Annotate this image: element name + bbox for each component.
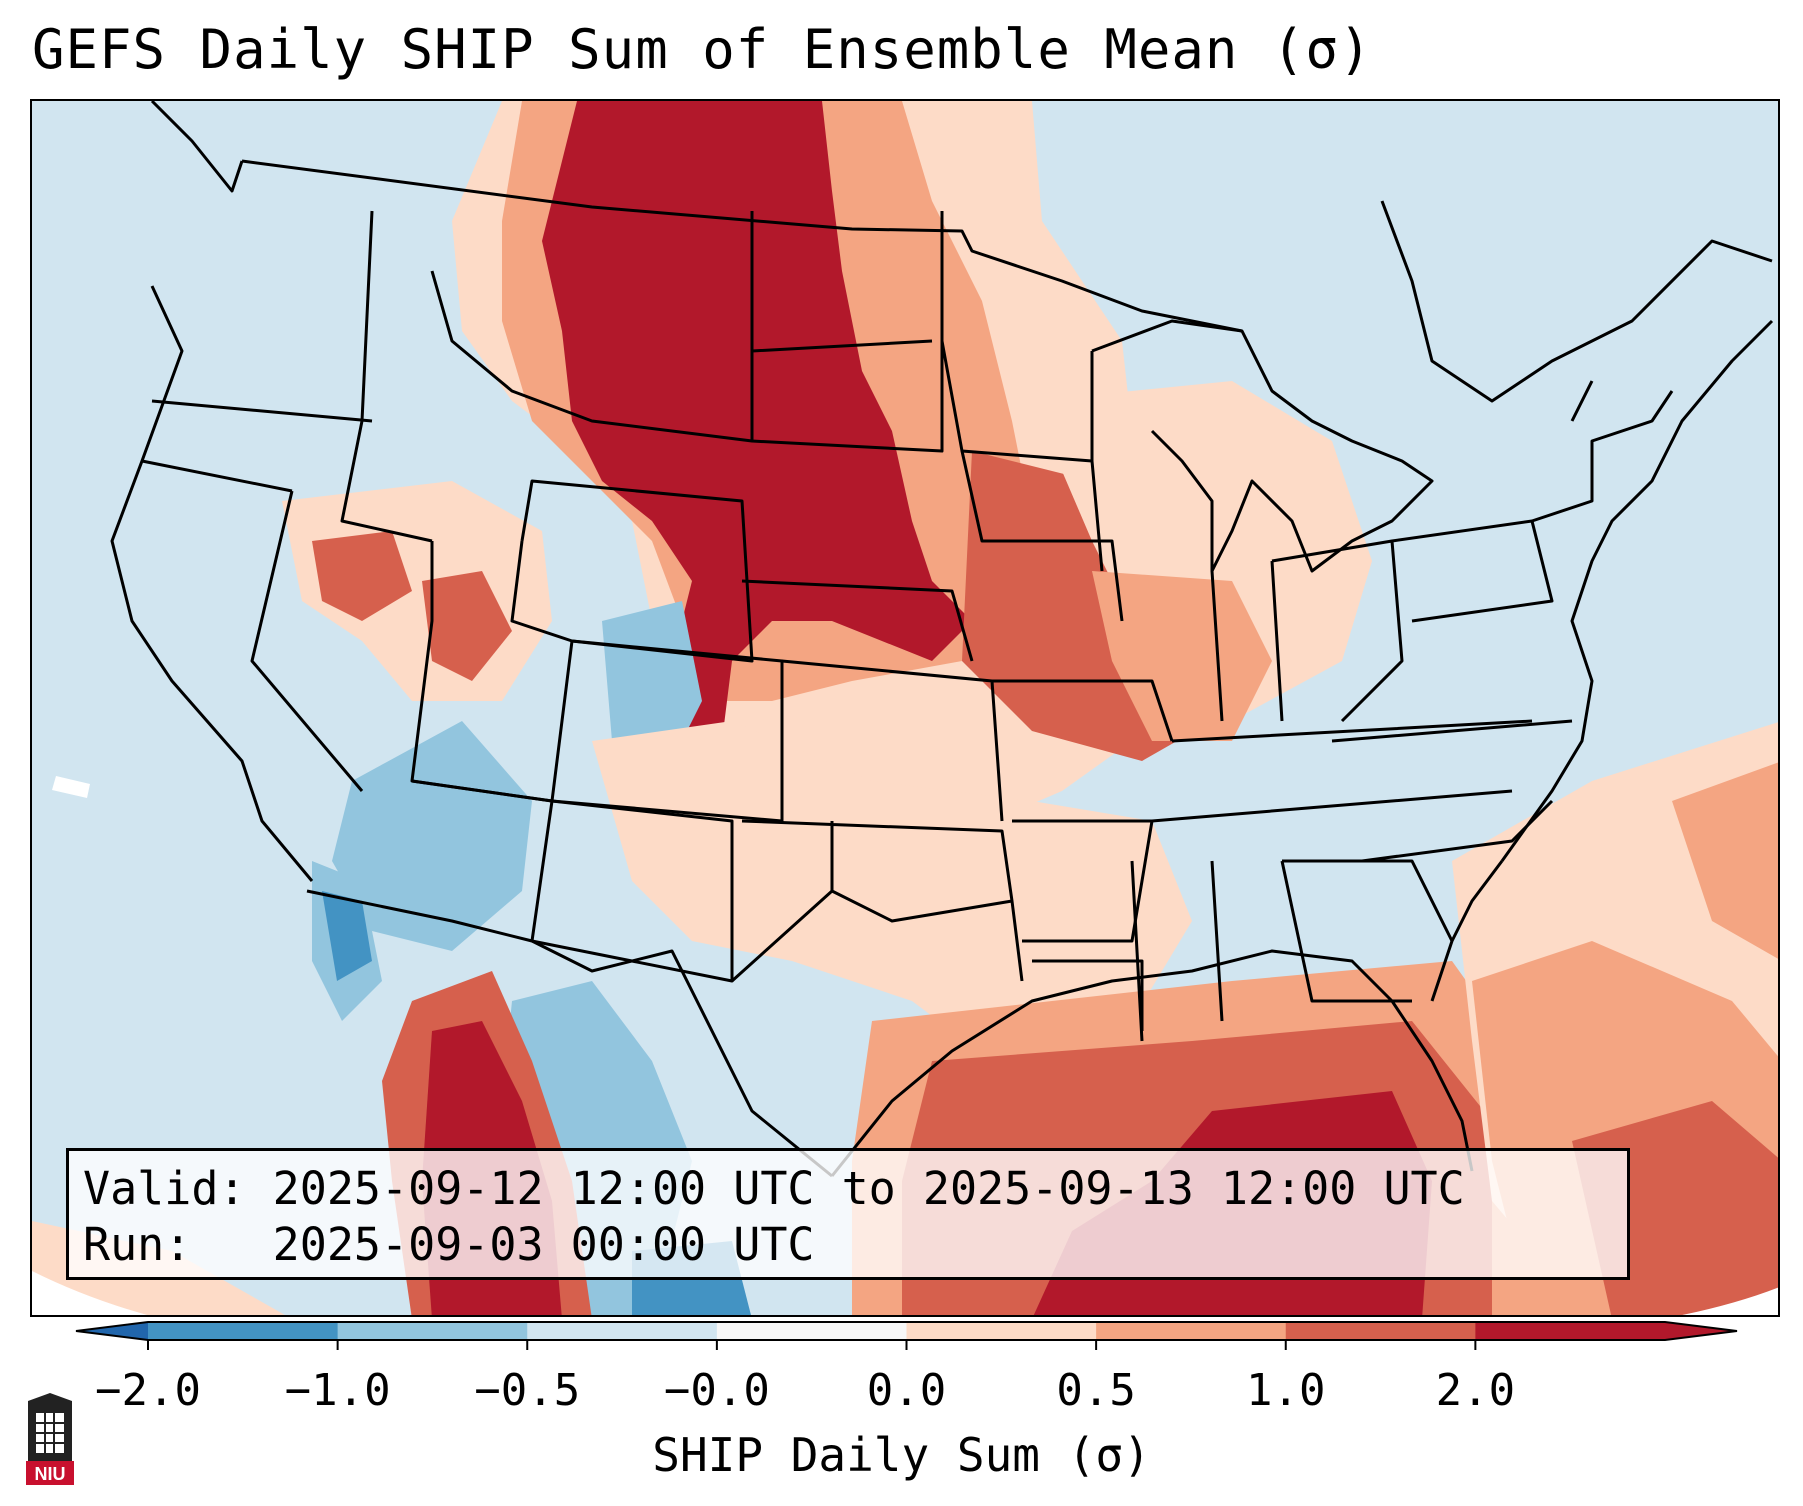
logo-red-band [26, 1461, 74, 1485]
state-line-montana [430, 211, 754, 443]
run-row: Run: 2025-09-03 00:00 UTC [83, 1217, 1627, 1273]
valid-label: Valid: [83, 1162, 246, 1215]
state-line-new-mexico [531, 799, 734, 983]
colorbar-tick-label: 1.0 [1246, 1365, 1326, 1416]
state-line-idaho [340, 210, 433, 543]
colorbar-tick-label: 0.5 [1056, 1365, 1136, 1416]
florida-coast [1430, 860, 1504, 1002]
colorbar-segments [75, 1321, 1738, 1350]
state-line-oklahoma [741, 819, 1014, 923]
state-line-colorado [551, 639, 784, 823]
map-panel [30, 99, 1780, 1317]
logo-text: NIU [35, 1464, 66, 1484]
colorbar-tick-label: 0.0 [866, 1365, 947, 1416]
anomaly-region-southern-plains [592, 721, 1192, 1061]
east-coast [1500, 319, 1774, 862]
state-line-ohio-pennsylvania [1271, 519, 1554, 723]
anomaly-region-east-atlantic [1672, 762, 1778, 959]
canada-west-coast [150, 101, 244, 193]
run-label: Run: [83, 1218, 192, 1271]
anomaly-region-southwest-negative [332, 721, 532, 951]
colorbar-over-extension [1665, 1322, 1737, 1340]
colorbar-label: SHIP Daily Sum (σ) [652, 1428, 1151, 1482]
anomaly-region-upper-midwest [1032, 381, 1372, 721]
white-cell-pacific [52, 776, 90, 798]
colorbar-segment [527, 1322, 718, 1340]
state-line-louisiana [1032, 959, 1144, 1031]
colorbar-segment [1096, 1322, 1287, 1340]
colorbar-under-extension [76, 1322, 148, 1340]
state-line-mississippi-alabama [1130, 860, 1412, 1042]
state-line-illinois-indiana [1090, 460, 1284, 722]
colorbar-tick-label: −0.5 [474, 1365, 581, 1416]
state-line-virginia-carolina [1331, 719, 1573, 863]
state-line-iowa-missouri [960, 450, 1174, 742]
colorbar-outline [75, 1321, 1738, 1341]
state-line-tennessee-kentucky [1151, 719, 1533, 823]
gulf-coast [830, 949, 1474, 1177]
state-line-arkansas [1012, 819, 1154, 943]
anomaly-region-great-basin-strong [312, 531, 412, 621]
valid-value: 2025-09-12 12:00 UTC to 2025-09-13 12:00… [272, 1162, 1465, 1215]
colorbar-segment [1285, 1322, 1476, 1340]
anomaly-region-iowa-illinois [1092, 571, 1272, 741]
us-canada-border [241, 159, 1243, 333]
niu-logo: NIU [26, 1393, 74, 1485]
anomaly-region-utah-strong [422, 571, 512, 681]
projection-corner-bottom-left [32, 1271, 148, 1315]
political-borders [110, 101, 1774, 1178]
us-mexico-border [306, 889, 833, 1178]
colorbar-tick-label: −1.0 [284, 1365, 391, 1416]
anomaly-region-northern-plains-strong [542, 101, 972, 741]
state-line-texas [730, 889, 1024, 983]
projection-corner-bottom-right [1682, 1287, 1778, 1315]
state-line-georgia [1282, 859, 1454, 942]
colorbar-tick-label: −2.0 [95, 1365, 201, 1416]
great-lakes [1091, 319, 1434, 573]
canada-coast-hudson [1380, 200, 1773, 403]
state-line-nevada [250, 490, 364, 792]
colorbar-tick-label: −0.0 [663, 1365, 770, 1416]
anomaly-region-baja-strong-negative [322, 891, 372, 981]
state-line-or-ca [141, 459, 293, 493]
colorbar-tick-label: 2.0 [1435, 1365, 1516, 1416]
colorbar-segment [906, 1322, 1097, 1340]
run-value: 2025-09-03 00:00 UTC [272, 1218, 815, 1271]
colorbar-segment [337, 1322, 528, 1340]
state-line-wa-or [151, 399, 373, 423]
logo-grid-lines [36, 1413, 64, 1453]
colorbar-segment [148, 1322, 339, 1340]
state-line-wyoming [520, 479, 754, 663]
colorbar-segment [716, 1322, 907, 1340]
valid-run-info-box: Valid: 2025-09-12 12:00 UTC to 2025-09-1… [66, 1148, 1630, 1280]
us-west-coast [110, 285, 314, 882]
ship-anomaly-map [32, 101, 1778, 1315]
state-line-new-england [1531, 380, 1674, 523]
colorbar-segment [1475, 1322, 1666, 1340]
valid-row: Valid: 2025-09-12 12:00 UTC to 2025-09-1… [83, 1161, 1627, 1217]
map-title: GEFS Daily SHIP Sum of Ensemble Mean (σ) [32, 18, 1373, 81]
